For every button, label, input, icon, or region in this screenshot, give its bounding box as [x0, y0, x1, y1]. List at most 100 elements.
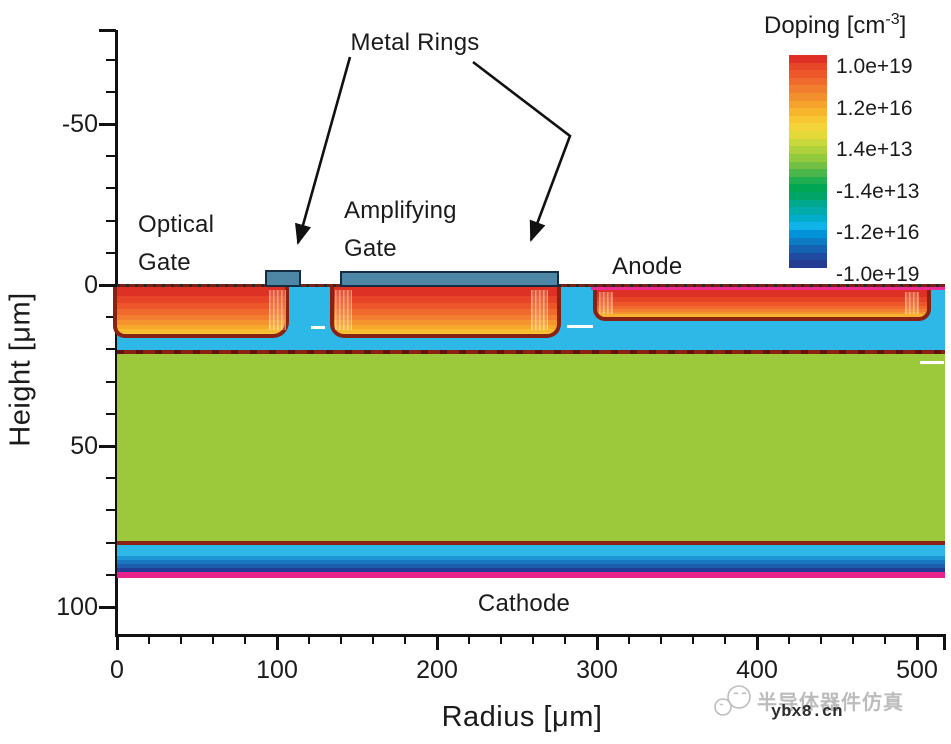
y-axis-major-tick — [99, 606, 116, 609]
x-axis-minor-tick — [660, 637, 662, 644]
colorbar-band — [789, 176, 827, 185]
colorbar-band — [789, 55, 827, 63]
mesh-artifact — [335, 290, 352, 330]
optical-gate-label: Optical Gate — [138, 206, 214, 282]
cathode-contact-layer — [117, 572, 945, 578]
buffer-blue-band — [117, 556, 945, 560]
colorbar-band — [789, 260, 827, 269]
x-axis-minor-tick — [212, 637, 214, 644]
x-axis-minor-tick — [340, 637, 342, 644]
colorbar-band — [789, 123, 827, 132]
x-axis-minor-tick — [852, 637, 854, 644]
x-axis-major-tick — [756, 637, 759, 650]
legend-tick-label: -1.2e+16 — [836, 221, 920, 244]
y-axis-minor-tick — [106, 477, 116, 479]
mesh-artifact — [269, 290, 286, 330]
anode-implant — [593, 290, 931, 321]
x-axis-minor-tick — [372, 637, 374, 644]
buffer-junction-line — [117, 541, 945, 545]
x-axis-tick-label: 400 — [736, 656, 778, 684]
junction-line — [117, 350, 945, 354]
y-axis-minor-tick — [106, 574, 116, 576]
colorbar-band — [789, 62, 827, 71]
x-axis-minor-tick — [532, 637, 534, 644]
y-axis-minor-tick — [106, 509, 116, 511]
x-axis-minor-tick — [468, 637, 470, 644]
buffer-blue-band — [117, 568, 945, 572]
legend-tick-label: -1.4e+13 — [836, 180, 920, 203]
metal-rings-label: Metal Rings — [350, 29, 480, 56]
x-axis-minor-tick — [628, 637, 630, 644]
buffer-cyan-band — [117, 545, 945, 556]
watermark-brand: 半导体器件仿真 — [757, 692, 904, 714]
y-axis-end-tick — [99, 29, 116, 32]
x-axis-major-tick — [596, 637, 599, 650]
colorbar-band — [789, 85, 827, 94]
x-axis-minor-tick — [148, 637, 150, 644]
colorbar-band — [789, 153, 827, 162]
legend-tick-label: 1.4e+13 — [836, 138, 913, 161]
y-axis-minor-tick — [106, 187, 116, 189]
colorbar — [789, 55, 827, 269]
legend-tick-label: 1.2e+16 — [836, 97, 913, 120]
x-axis-line — [115, 634, 946, 637]
buffer-blue-band — [117, 564, 945, 568]
y-axis-minor-tick — [106, 413, 116, 415]
x-axis-title: Radius [μm] — [441, 701, 603, 733]
mesh-artifact — [599, 292, 613, 314]
colorbar-band — [789, 115, 827, 124]
colorbar-band — [789, 184, 827, 192]
x-axis-tick-label: 500 — [896, 656, 938, 684]
x-axis-major-tick — [276, 637, 279, 650]
legend-title: Doping [cm-3] — [764, 11, 948, 40]
x-axis-minor-tick — [244, 637, 246, 644]
x-axis-minor-tick — [692, 637, 694, 644]
y-axis-minor-tick — [106, 252, 116, 254]
x-axis-tick-label: 300 — [576, 656, 618, 684]
colorbar-band — [789, 131, 827, 139]
x-axis-major-tick — [116, 637, 119, 650]
colorbar-band — [789, 214, 827, 223]
colorbar-band — [789, 245, 827, 253]
y-axis-minor-tick — [106, 155, 116, 157]
device-cross-section — [113, 284, 945, 578]
colorbar-band — [789, 108, 827, 116]
legend-title-bracket: ] — [899, 12, 907, 39]
legend-tick-label: 1.0e+19 — [836, 55, 913, 78]
colorbar-band — [789, 222, 827, 231]
x-axis-tick-label: 100 — [256, 656, 298, 684]
colorbar-band — [789, 161, 827, 170]
y-axis-major-tick — [99, 445, 116, 448]
mesh-gap-artifact — [567, 325, 593, 328]
colorbar-band — [789, 93, 827, 101]
legend-title-text: Doping [cm — [764, 12, 886, 39]
y-axis-minor-tick — [106, 348, 116, 350]
y-axis-tick-label: 100 — [56, 593, 98, 621]
mesh-artifact — [905, 292, 919, 314]
cathode-label: Cathode — [477, 590, 571, 617]
colorbar-band — [789, 169, 827, 177]
y-axis-major-tick — [99, 284, 116, 287]
y-axis-minor-tick — [106, 59, 116, 61]
y-axis-major-tick — [99, 123, 116, 126]
y-axis-title: Height [μm] — [4, 292, 37, 447]
watermark-site: ybx8.cn — [771, 703, 843, 722]
y-axis-minor-tick — [106, 91, 116, 93]
amplifying-gate-metal — [340, 271, 559, 287]
amplifying-gate-implant — [330, 287, 561, 338]
mesh-gap-artifact — [311, 326, 325, 329]
x-axis-minor-tick — [820, 637, 822, 644]
x-axis-tick-label: 200 — [416, 656, 458, 684]
colorbar-band — [789, 230, 827, 238]
mesh-gap-artifact — [920, 361, 944, 364]
x-axis-major-tick — [916, 637, 919, 650]
y-axis-tick-label: 50 — [70, 432, 98, 460]
mesh-artifact — [531, 290, 548, 330]
colorbar-band — [789, 199, 827, 208]
colorbar-band — [789, 70, 827, 78]
y-axis-minor-tick — [106, 220, 116, 222]
x-axis-minor-tick — [884, 637, 886, 644]
amplifying-gate-label-line2: Gate — [344, 235, 397, 262]
